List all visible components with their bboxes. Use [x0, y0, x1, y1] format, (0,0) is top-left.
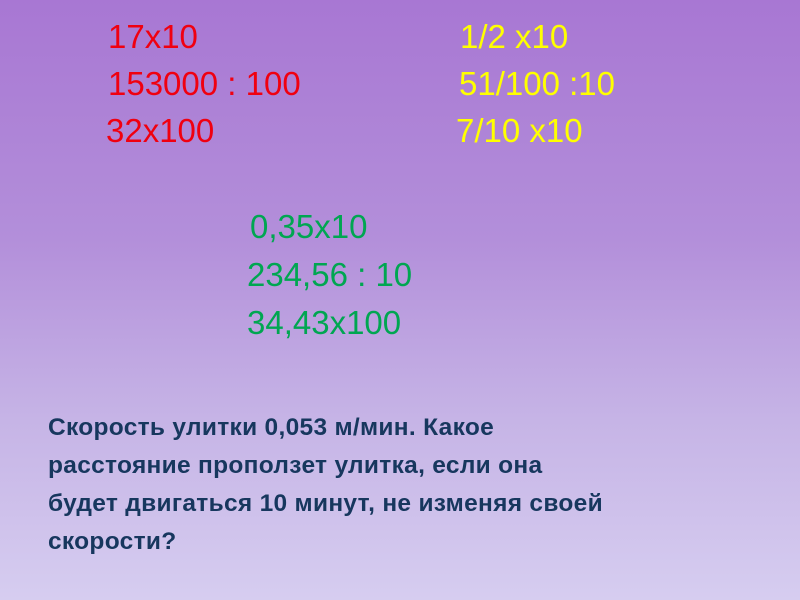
expression-green-2: 234,56 : 10	[247, 256, 413, 293]
expression-green-3: 34,43x100	[247, 304, 402, 341]
expression-green-1: 0,35x10	[250, 208, 368, 245]
expression-red-3: 32x100	[106, 112, 215, 149]
expression-red-1: 17x10	[108, 18, 198, 55]
word-problem: Скорость улитки 0,053 м/мин. Какое расст…	[48, 409, 603, 561]
word-problem-line: скорости?	[48, 528, 177, 555]
expression-yellow-1: 1/2 x10	[460, 18, 569, 55]
expression-red-2: 153000 : 100	[108, 65, 301, 102]
word-problem-line: будет двигаться 10 минут, не изменяя сво…	[48, 490, 603, 517]
expression-yellow-3: 7/10 x10	[456, 112, 583, 149]
word-problem-line: расстояние проползет улитка, если она	[48, 452, 543, 479]
word-problem-line: Скорость улитки 0,053 м/мин. Какое	[48, 414, 495, 441]
expression-yellow-2: 51/100 :10	[459, 65, 615, 102]
